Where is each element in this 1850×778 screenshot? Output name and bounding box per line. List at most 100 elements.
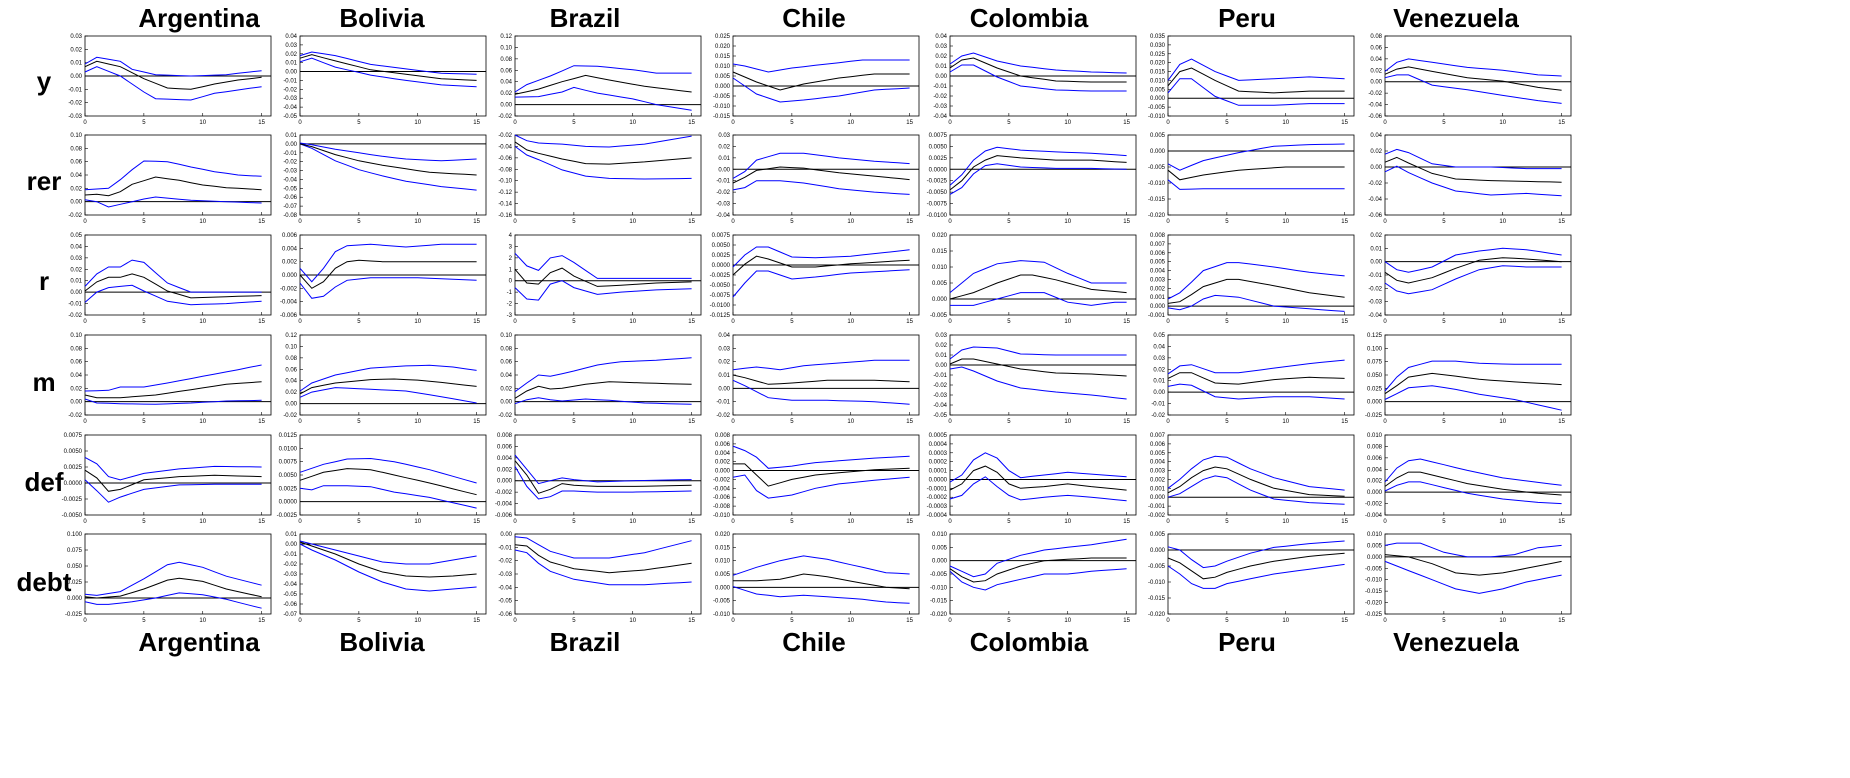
panel-def-venezuela-median-line <box>1384 471 1562 496</box>
panel-rer-colombia-frame <box>949 134 1137 216</box>
panel-y-colombia-ytick-label: -0.01 <box>933 84 947 90</box>
panel-debt-brazil-ytick-label: -0.05 <box>498 599 512 605</box>
panel-rer-bolivia-lower-band-line <box>299 143 477 191</box>
panel-y-colombia: -0.04 -0.03 -0.02 -0.01 0.00 0.01 0.02 0.03 0.04… <box>933 34 1137 126</box>
panel-debt-brazil-median-line <box>514 544 692 574</box>
panel-def-bolivia-ytick-label: 0.0100 <box>279 446 298 452</box>
panel-rer-brazil-xtick-label: 5 <box>572 219 576 225</box>
panel-m-bolivia-median-line <box>299 378 477 395</box>
panel-y-venezuela-lower-band-line <box>1384 74 1562 104</box>
panel-debt-venezuela-median-line <box>1384 554 1562 576</box>
panel-y-chile-ytick-label: -0.010 <box>713 104 731 110</box>
panel-y-colombia-upper-band-line <box>949 52 1127 74</box>
row-label-debt: debt <box>16 567 72 597</box>
panel-y-bolivia-frame <box>299 35 487 117</box>
panel-m-argentina-ytick-label: 0.00 <box>70 400 82 406</box>
panel-def-venezuela-ytick-label: 0.002 <box>1367 479 1383 485</box>
panel-rer-brazil-lower-band-line <box>514 145 692 180</box>
panel-y-chile-ytick-label: 0.015 <box>715 54 731 60</box>
panel-debt-bolivia-ytick-label: -0.05 <box>283 592 297 598</box>
panel-rer-chile-median-line <box>732 166 910 184</box>
panel-rer-peru-xtick-label: 15 <box>1341 219 1348 225</box>
panel-debt-venezuela-xtick-label: 10 <box>1499 618 1506 624</box>
col-footer-chile: Chile <box>782 627 846 657</box>
panel-rer-argentina-xtick-label: 0 <box>83 219 87 225</box>
panel-def-chile-xtick-label: 10 <box>847 519 854 525</box>
panel-y-venezuela-ytick-label: 0.02 <box>1370 68 1382 74</box>
panel-debt-venezuela-ytick-label: 0.005 <box>1367 543 1383 549</box>
panel-y-venezuela-ytick-label: 0.08 <box>1370 34 1382 40</box>
panel-y-venezuela-xtick-label: 15 <box>1558 120 1565 126</box>
panel-y-bolivia-xtick-label: 10 <box>414 120 421 126</box>
panel-m-argentina: -0.02 0.00 0.02 0.04 0.06 0.08 0.10 0 5 10 15 <box>68 333 272 425</box>
panel-m-argentina-ytick-label: -0.02 <box>68 413 82 419</box>
panel-def-venezuela-upper-band-line <box>1384 458 1562 486</box>
panel-def-argentina-xtick-label: 15 <box>258 519 265 525</box>
panel-r-chile-ytick-label: 0.0075 <box>712 233 731 239</box>
panel-m-colombia-ytick-label: 0.03 <box>935 333 947 339</box>
panel-debt-bolivia-ytick-label: -0.03 <box>283 572 297 578</box>
panel-def-brazil-median-line <box>514 460 692 494</box>
panel-y-bolivia-ytick-label: 0.04 <box>285 34 297 40</box>
panel-y-colombia-median-line <box>949 57 1127 83</box>
panel-rer-venezuela-upper-band-line <box>1384 148 1562 170</box>
panel-def-argentina-xtick-label: 10 <box>199 519 206 525</box>
panel-m-colombia-xtick-label: 15 <box>1123 419 1130 425</box>
panel-rer-argentina-ytick-label: -0.02 <box>68 213 82 219</box>
panel-rer-colombia-ytick-label: 0.0025 <box>929 156 948 162</box>
col-header-peru: Peru <box>1218 3 1276 33</box>
panel-debt-peru-ytick-label: -0.010 <box>1148 580 1166 586</box>
panel-y-brazil-xtick-label: 0 <box>513 120 517 126</box>
panel-rer-chile-xtick-label: 10 <box>847 219 854 225</box>
panel-def-argentina-xtick-label: 5 <box>142 519 146 525</box>
panel-m-colombia-ytick-label: -0.04 <box>933 403 947 409</box>
panel-m-venezuela-ytick-label: -0.025 <box>1365 413 1383 419</box>
panel-y-chile-upper-band-line <box>732 59 910 73</box>
panel-def-peru-ytick-label: 0.001 <box>1150 486 1166 492</box>
panel-debt-peru-ytick-label: -0.020 <box>1148 612 1166 618</box>
panel-debt-brazil-upper-band-line <box>514 536 692 559</box>
col-footer-peru: Peru <box>1218 627 1276 657</box>
panel-r-colombia-ytick-label: 0.020 <box>932 233 948 239</box>
panel-y-brazil-upper-band-line <box>514 65 692 93</box>
panel-debt-peru-ytick-label: -0.005 <box>1148 564 1166 570</box>
panel-debt-chile-xtick-label: 5 <box>790 618 794 624</box>
panel-y-brazil-ytick-label: -0.02 <box>498 114 512 120</box>
panel-def-peru-median-line <box>1167 466 1345 497</box>
panel-def-peru-ytick-label: -0.001 <box>1148 504 1166 510</box>
panel-debt-peru-ytick-label: 0.000 <box>1150 548 1166 554</box>
panel-m-brazil-xtick-label: 0 <box>513 419 517 425</box>
panel-def-venezuela-ytick-label: 0.010 <box>1367 433 1383 439</box>
panel-y-colombia-lower-band-line <box>949 64 1127 92</box>
panel-rer-argentina-ytick-label: 0.00 <box>70 200 82 206</box>
panel-rer-peru-ytick-label: 0.000 <box>1150 149 1166 155</box>
panel-r-bolivia-ytick-label: -0.006 <box>280 313 298 319</box>
panel-def-peru-ytick-label: 0.000 <box>1150 495 1166 501</box>
panel-debt-peru-upper-band-line <box>1167 540 1345 569</box>
panel-r-colombia-ytick-label: -0.005 <box>930 313 948 319</box>
panel-m-venezuela-xtick-label: 10 <box>1499 419 1506 425</box>
panel-def-venezuela-ytick-label: 0.004 <box>1367 467 1383 473</box>
panel-m-bolivia-ytick-label: 0.06 <box>285 367 297 373</box>
panel-m-venezuela-xtick-label: 0 <box>1383 419 1387 425</box>
panel-debt-chile-median-line <box>733 573 910 590</box>
panel-m-peru-ytick-label: -0.02 <box>1151 413 1165 419</box>
panel-rer-brazil-ytick-label: -0.04 <box>498 144 512 150</box>
panel-r-peru-ytick-label: 0.007 <box>1150 242 1166 248</box>
panel-rer-chile: -0.04 -0.03 -0.02 -0.01 0.00 0.01 0.02 0.03 0 5 10… <box>716 133 920 225</box>
panel-def-peru-lower-band-line <box>1167 475 1345 505</box>
panel-r-bolivia-ytick-label: 0.002 <box>282 260 298 266</box>
panel-def-brazil-ytick-label: 0.008 <box>497 433 513 439</box>
panel-r-venezuela: -0.04 -0.03 -0.02 -0.01 0.00 0.01 0.02 0 5 10 15 <box>1368 233 1572 325</box>
panel-rer-brazil-xtick-label: 15 <box>688 219 695 225</box>
panel-def-brazil-frame <box>514 434 702 516</box>
panel-r-chile-ytick-label: -0.0025 <box>710 273 731 279</box>
panel-r-bolivia: -0.006 -0.004 -0.002 0.000 0.002 0.004 0.006 0 5… <box>280 233 487 325</box>
panel-y-bolivia-ytick-label: 0.02 <box>285 52 297 58</box>
panel-rer-venezuela: -0.06 -0.04 -0.02 0.00 0.02 0.04 0 5 10 15 <box>1368 133 1572 225</box>
panel-debt-brazil-ytick-label: -0.03 <box>498 572 512 578</box>
panel-r-venezuela-ytick-label: 0.00 <box>1370 260 1382 266</box>
panel-def-brazil: -0.006 -0.004 -0.002 0.000 0.002 0.004 0.006 0.… <box>495 433 702 525</box>
panel-def-bolivia-xtick-label: 0 <box>298 519 302 525</box>
panel-rer-bolivia: -0.08 -0.07 -0.06 -0.05 -0.04 -0.03 -0.02 -0.01… <box>283 133 487 225</box>
